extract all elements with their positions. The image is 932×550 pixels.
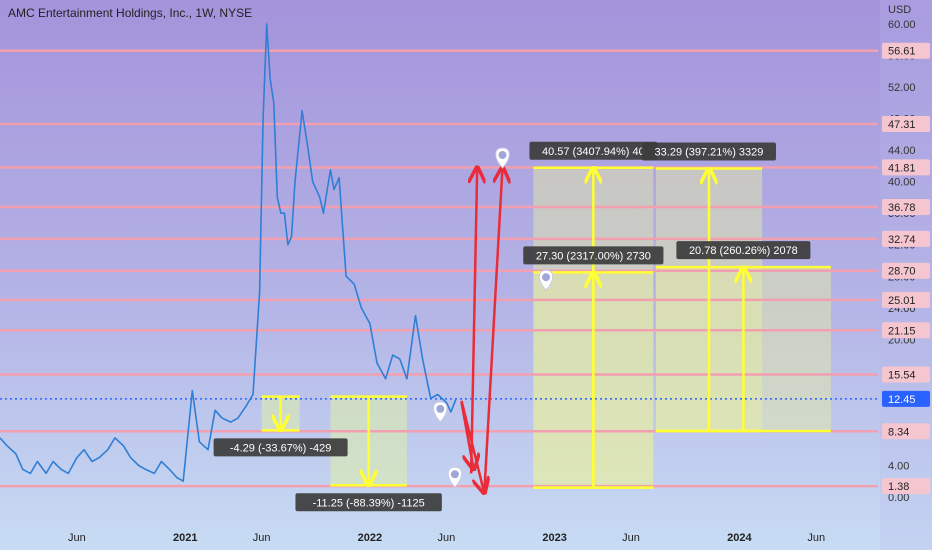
level-badge: 21.15 (882, 322, 930, 339)
level-badge-label: 36.78 (888, 202, 916, 214)
measure-annotation: -11.25 (-88.39%) -1125 (295, 493, 442, 512)
pin-dot (450, 470, 459, 479)
pin-marker (447, 466, 463, 489)
pin-marker (538, 269, 554, 291)
level-badge: 56.61 (882, 42, 930, 59)
x-tick-label: 2024 (727, 532, 752, 544)
measure-annotation: 33.29 (397.21%) 3329 (641, 142, 776, 161)
x-tick-label: 2023 (542, 532, 566, 544)
annotation-label: -11.25 (-88.39%) -1125 (313, 497, 425, 509)
y-tick-label: 44.00 (888, 145, 916, 157)
current-price-badge-bg (882, 390, 930, 407)
level-badge: 28.70 (882, 262, 930, 279)
currency-label: USD (888, 4, 911, 16)
annotation-box (641, 142, 776, 161)
y-tick-label: 40.00 (888, 177, 916, 189)
x-tick-label: Jun (253, 532, 271, 544)
current-price-badge: 12.45 (882, 390, 930, 407)
level-badge-label: 56.61 (888, 46, 916, 58)
annotation-box (213, 438, 348, 457)
level-badge: 47.31 (882, 116, 930, 133)
y-tick-label: 52.00 (888, 82, 916, 94)
level-badge-label: 21.15 (888, 325, 916, 337)
level-badge-bg (882, 42, 930, 59)
level-badge-bg (882, 199, 930, 216)
annotation-label: 20.78 (260.26%) 2078 (689, 245, 798, 257)
level-badge-bg (882, 262, 930, 279)
level-badge-label: 32.74 (888, 234, 916, 246)
current-price-badge-label: 12.45 (888, 394, 916, 406)
level-badge: 36.78 (882, 199, 930, 216)
level-badge-bg (882, 291, 930, 308)
x-tick-label: Jun (68, 532, 86, 544)
level-badge-bg (882, 230, 930, 247)
level-badge-bg (882, 478, 930, 495)
level-badge-label: 28.70 (888, 266, 916, 278)
price-series (0, 23, 457, 483)
projection-arrow (471, 167, 477, 474)
level-badge-label: 1.38 (888, 481, 909, 493)
pin-dot (498, 151, 507, 159)
chart-title: AMC Entertainment Holdings, Inc., 1W, NY… (8, 6, 252, 20)
pin-dot (542, 273, 550, 282)
price-line (0, 23, 457, 483)
pin-marker (433, 401, 448, 423)
x-axis: Jun 2021 Jun 2022 Jun 2023 Jun 2024 Jun (68, 532, 825, 544)
projection-arrow (483, 167, 502, 494)
level-badge: 15.54 (882, 366, 930, 383)
measure-arrows (261, 168, 831, 489)
annotation-label: 33.29 (397.21%) 3329 (655, 147, 764, 159)
projection-arrows (460, 167, 503, 494)
annotation-label: -4.29 (-33.67%) -429 (230, 442, 332, 454)
y-tick-label: 4.00 (888, 460, 909, 472)
level-badge-label: 41.81 (888, 162, 916, 174)
level-badge-label: 8.34 (888, 426, 909, 438)
annotation-box (295, 493, 442, 512)
pin-dot (436, 404, 445, 413)
annotation-box (523, 246, 664, 265)
measure-annotation: -4.29 (-33.67%) -429 (213, 438, 348, 457)
level-badge: 25.01 (882, 291, 930, 308)
markers (433, 147, 554, 489)
projection-arrow (460, 402, 474, 469)
x-tick-label: 2021 (173, 532, 197, 544)
annotation-label: 27.30 (2317.00%) 2730 (536, 250, 651, 262)
level-badge-bg (882, 159, 930, 176)
y-tick-label: 0.00 (888, 492, 909, 504)
x-tick-label: 2022 (358, 532, 382, 544)
level-badge: 41.81 (882, 159, 930, 176)
y-tick-label: 60.00 (888, 19, 916, 31)
measure-annotation: 20.78 (260.26%) 2078 (676, 241, 811, 260)
horizontal-levels (0, 49, 878, 488)
measure-annotation: 40.57 (3407.94%) 40 (529, 141, 658, 160)
x-tick-label: Jun (437, 532, 455, 544)
x-tick-label: Jun (807, 532, 825, 544)
level-badge-bg (882, 366, 930, 383)
pin-marker (495, 147, 510, 169)
level-badge-label: 25.01 (888, 295, 916, 307)
x-tick-label: Jun (622, 532, 640, 544)
measure-annotations: -4.29 (-33.67%) -429 -11.25 (-88.39%) -11… (213, 141, 811, 512)
y-axis: 0.004.0012.0016.0020.0024.0028.0032.0036… (880, 0, 932, 550)
level-badge: 1.38 (882, 478, 930, 495)
level-badge-label: 47.31 (888, 119, 916, 131)
annotation-box (529, 141, 658, 160)
level-badge-label: 15.54 (888, 369, 916, 381)
level-badge-bg (882, 423, 930, 440)
level-badge-bg (882, 116, 930, 133)
level-badge: 32.74 (882, 230, 930, 247)
annotation-label: 40.57 (3407.94%) 40 (542, 146, 645, 158)
level-badge-bg (882, 322, 930, 339)
measure-annotation: 27.30 (2317.00%) 2730 (523, 246, 664, 265)
annotation-box (676, 241, 811, 260)
level-badge: 8.34 (882, 423, 930, 440)
